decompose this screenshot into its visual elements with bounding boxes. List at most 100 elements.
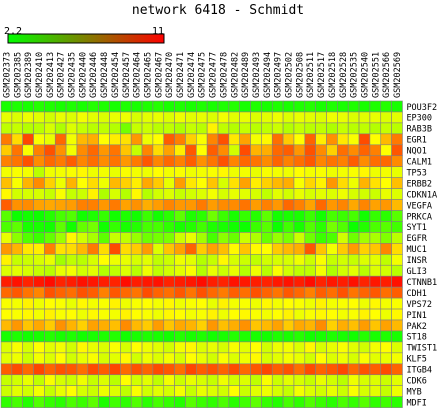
heatmap-cell bbox=[0, 341, 13, 354]
heatmap-cell bbox=[250, 122, 262, 135]
column-label: GSM202493 bbox=[252, 52, 262, 98]
heatmap-cell bbox=[337, 177, 349, 189]
heatmap-cell bbox=[87, 363, 99, 376]
heatmap-cell bbox=[315, 155, 327, 167]
heatmap-cell bbox=[206, 363, 219, 376]
heatmap-cell bbox=[44, 122, 56, 135]
heatmap-cell bbox=[261, 155, 273, 167]
heatmap-cell bbox=[87, 199, 99, 211]
heatmap-cell bbox=[22, 396, 34, 408]
heatmap-cell bbox=[65, 144, 78, 157]
heatmap-cell bbox=[250, 177, 262, 189]
heatmap-cell bbox=[358, 221, 371, 233]
heatmap-cell bbox=[239, 396, 251, 408]
column-label: GSM202457 bbox=[122, 52, 132, 98]
heatmap-cell bbox=[217, 155, 230, 167]
heatmap-cell bbox=[250, 166, 262, 178]
column-label: GSM202448 bbox=[100, 52, 110, 98]
heatmap-cell bbox=[217, 166, 230, 178]
heatmap-cell bbox=[261, 254, 273, 266]
heatmap-cell bbox=[185, 144, 197, 157]
heatmap-cell bbox=[163, 199, 175, 211]
row-label: CDKN1A bbox=[406, 190, 437, 200]
heatmap-cell bbox=[391, 243, 403, 255]
heatmap-cell bbox=[76, 264, 89, 277]
heatmap-cell bbox=[206, 155, 219, 167]
heatmap-cell bbox=[185, 243, 197, 255]
column-label: GSM202489 bbox=[241, 52, 251, 98]
heatmap-cell bbox=[196, 396, 208, 408]
row-label: PRKCA bbox=[406, 212, 432, 222]
heatmap-cell bbox=[261, 286, 273, 299]
heatmap-cell bbox=[87, 341, 99, 354]
heatmap-cell bbox=[33, 155, 45, 167]
heatmap-cell bbox=[293, 144, 306, 157]
heatmap-cell bbox=[228, 330, 241, 343]
heatmap-cell bbox=[163, 144, 175, 157]
heatmap-cell bbox=[261, 177, 273, 189]
heatmap-cell bbox=[196, 330, 208, 343]
heatmap-cell bbox=[228, 111, 241, 124]
heatmap-cell bbox=[239, 221, 251, 233]
heatmap-cell bbox=[293, 319, 306, 332]
heatmap-cell bbox=[315, 133, 327, 146]
heatmap-cell bbox=[239, 144, 251, 157]
heatmap-cell bbox=[109, 188, 121, 200]
heatmap-cell bbox=[293, 210, 306, 222]
heatmap-cell bbox=[217, 330, 230, 343]
heatmap-cell bbox=[380, 254, 392, 266]
heatmap-cell bbox=[271, 177, 284, 189]
heatmap-cell bbox=[120, 188, 132, 200]
heatmap-cell bbox=[163, 166, 175, 178]
heatmap-cell bbox=[282, 319, 295, 332]
heatmap-cell bbox=[358, 363, 371, 376]
heatmap-cell bbox=[282, 286, 295, 299]
heatmap-cell bbox=[87, 275, 99, 288]
heatmap-cell bbox=[196, 232, 208, 244]
heatmap-cell bbox=[391, 264, 403, 277]
heatmap-cell bbox=[87, 396, 99, 408]
row-label: ERBB2 bbox=[406, 179, 432, 189]
heatmap-cell bbox=[65, 122, 78, 135]
heatmap-cell bbox=[33, 264, 45, 277]
heatmap-cell bbox=[347, 155, 360, 167]
heatmap-cell bbox=[380, 330, 392, 343]
heatmap-cell bbox=[109, 199, 121, 211]
heatmap-cell bbox=[22, 111, 34, 124]
heatmap-cell bbox=[109, 177, 121, 189]
heatmap-cell bbox=[44, 374, 56, 386]
heatmap-cell bbox=[250, 275, 262, 288]
row-label: MUC1 bbox=[406, 245, 426, 255]
heatmap-cell bbox=[44, 254, 56, 266]
heatmap-cell bbox=[0, 308, 13, 321]
heatmap-cell bbox=[347, 188, 360, 200]
heatmap-cell bbox=[185, 221, 197, 233]
heatmap-cell bbox=[98, 122, 110, 135]
heatmap-cell bbox=[76, 243, 89, 255]
heatmap-cell bbox=[380, 319, 392, 332]
heatmap-cell bbox=[174, 221, 186, 233]
heatmap-cell bbox=[120, 100, 132, 113]
heatmap-cell bbox=[315, 243, 327, 255]
heatmap-cell bbox=[87, 122, 99, 135]
heatmap-cell bbox=[33, 111, 45, 124]
heatmap-cell bbox=[22, 155, 34, 167]
heatmap-cell bbox=[130, 319, 143, 332]
heatmap-cell bbox=[22, 275, 34, 288]
heatmap-cell bbox=[228, 385, 241, 397]
heatmap-cell bbox=[239, 374, 251, 386]
heatmap-cell bbox=[239, 275, 251, 288]
heatmap-cell bbox=[380, 122, 392, 135]
heatmap-cell bbox=[250, 188, 262, 200]
heatmap-cell bbox=[130, 352, 143, 365]
heatmap-cell bbox=[282, 100, 295, 113]
heatmap-cell bbox=[98, 330, 110, 343]
heatmap-cell bbox=[141, 188, 154, 200]
heatmap-cell bbox=[250, 155, 262, 167]
heatmap-cell bbox=[120, 319, 132, 332]
heatmap-cell bbox=[22, 221, 34, 233]
heatmap-cell bbox=[44, 286, 56, 299]
heatmap-cell bbox=[380, 111, 392, 124]
heatmap-cell bbox=[206, 385, 219, 397]
heatmap-cell bbox=[315, 232, 327, 244]
